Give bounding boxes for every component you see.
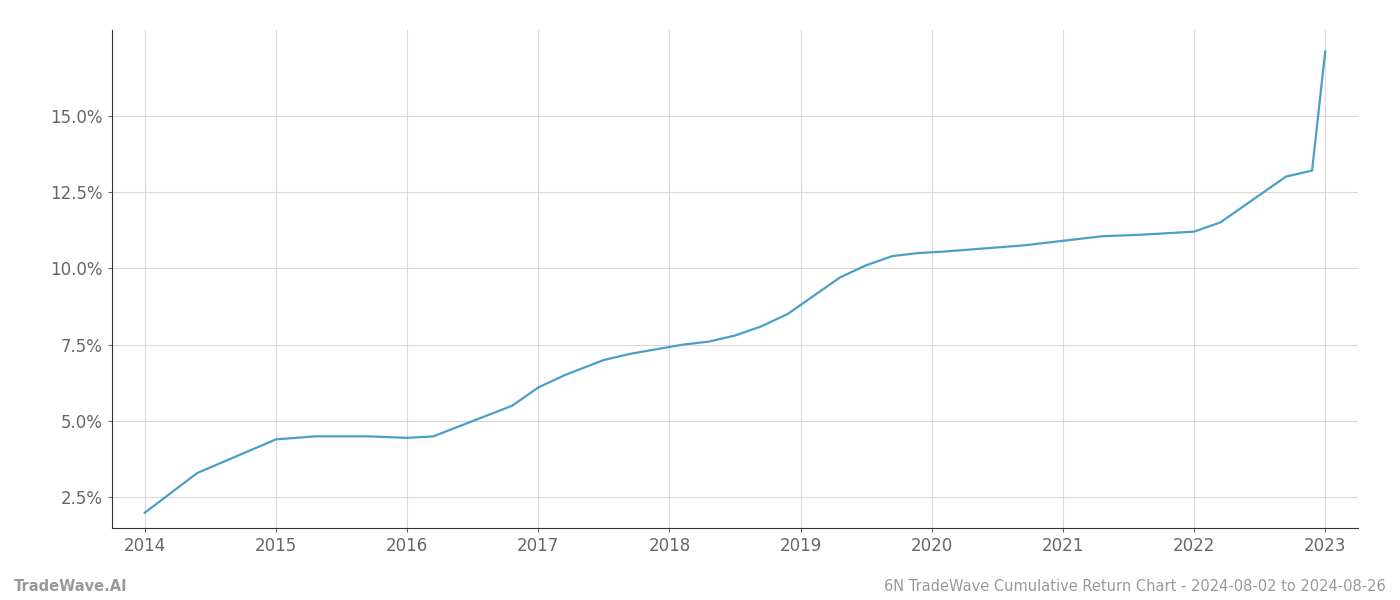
Text: 6N TradeWave Cumulative Return Chart - 2024-08-02 to 2024-08-26: 6N TradeWave Cumulative Return Chart - 2… — [885, 579, 1386, 594]
Text: TradeWave.AI: TradeWave.AI — [14, 579, 127, 594]
